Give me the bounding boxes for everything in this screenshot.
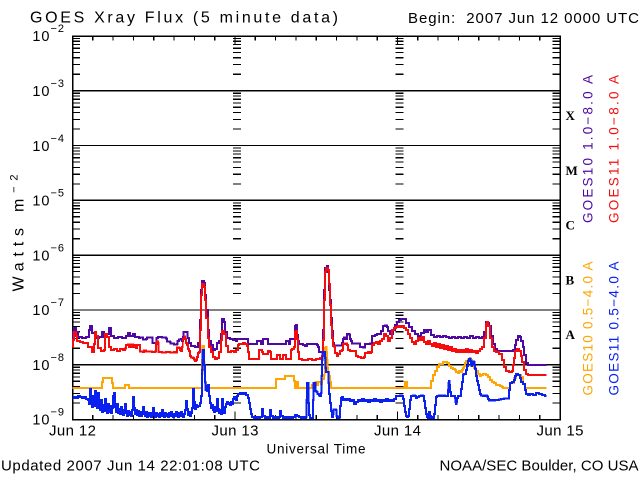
svg-text:GOES11 0.5−4.0 A: GOES11 0.5−4.0 A	[607, 262, 622, 396]
svg-text:Jun 14: Jun 14	[374, 423, 421, 440]
svg-text:Jun 15: Jun 15	[537, 423, 584, 440]
svg-text:GOES10 0.5−4.0 A: GOES10 0.5−4.0 A	[581, 262, 596, 396]
svg-text:A: A	[566, 327, 576, 342]
svg-text:GOES10 1.0−8.0 A: GOES10 1.0−8.0 A	[581, 75, 596, 223]
svg-text:Jun 13: Jun 13	[212, 423, 259, 440]
svg-text:B: B	[566, 272, 575, 287]
svg-text:Jun 12: Jun 12	[49, 423, 96, 440]
svg-text:Universal Time: Universal Time	[267, 442, 366, 457]
svg-text:M: M	[566, 163, 578, 178]
svg-text:Updated 2007 Jun 14 22:01:08 U: Updated 2007 Jun 14 22:01:08 UTC	[1, 458, 260, 475]
svg-text:NOAA/SEC Boulder, CO USA: NOAA/SEC Boulder, CO USA	[440, 458, 639, 475]
svg-text:GOES11 1.0−8.0 A: GOES11 1.0−8.0 A	[607, 75, 622, 223]
svg-text:X: X	[566, 108, 576, 123]
svg-text:C: C	[566, 218, 575, 233]
svg-text:Begin: 2007 Jun 12 0000 UTC: Begin: 2007 Jun 12 0000 UTC	[408, 10, 639, 27]
